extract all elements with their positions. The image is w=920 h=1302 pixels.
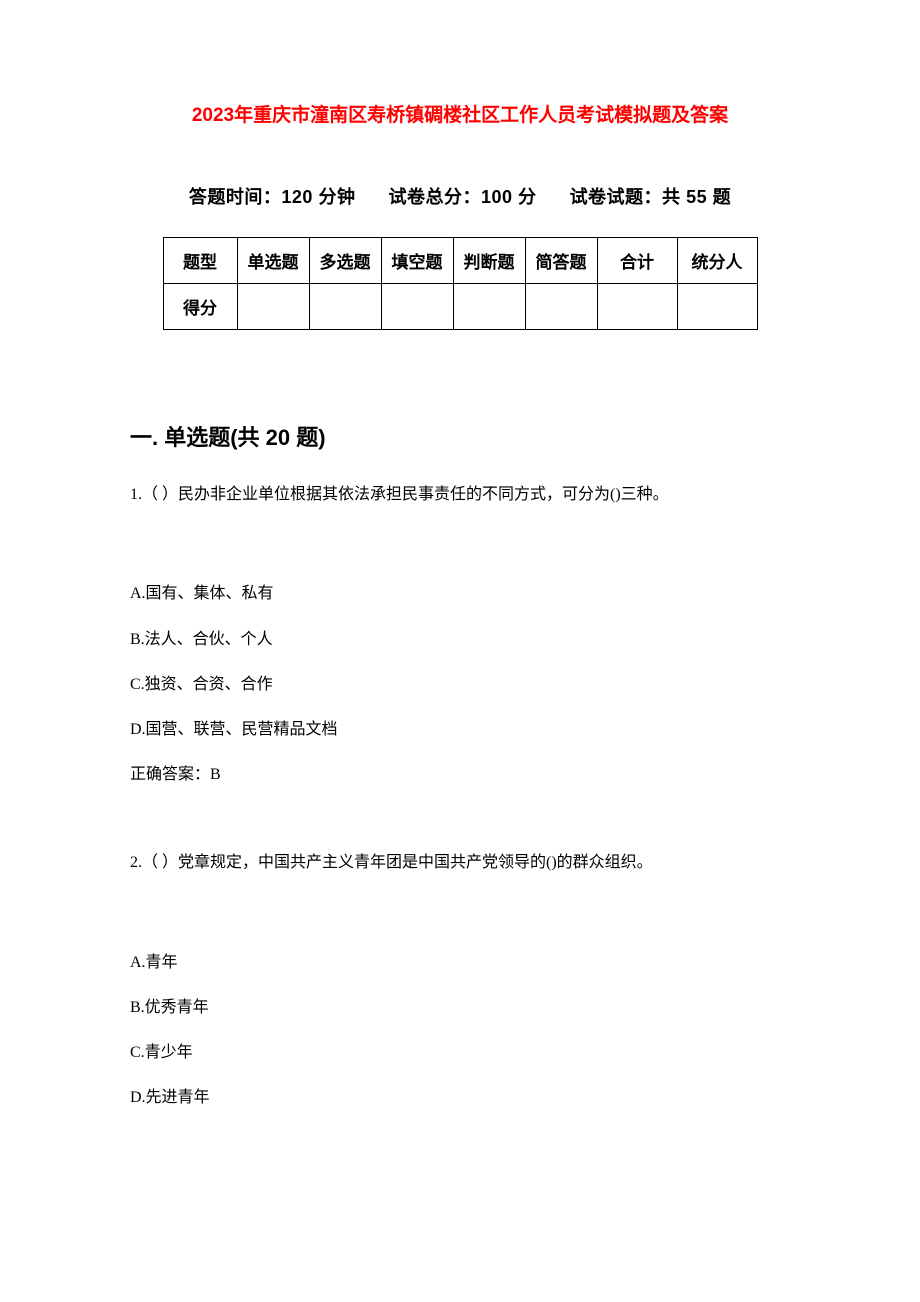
score-value-row: 得分 xyxy=(163,284,757,330)
option-d: D.先进青年 xyxy=(130,1084,790,1111)
score-col-short: 简答题 xyxy=(525,238,597,284)
meta-count-label: 试卷试题：共 xyxy=(570,187,681,207)
document-title: 2023年重庆市潼南区寿桥镇碉楼社区工作人员考试模拟题及答案 xyxy=(130,100,790,127)
correct-answer: 正确答案：B xyxy=(130,761,790,788)
question-stem: 2.（ ）党章规定，中国共产主义青年团是中国共产党领导的()的群众组织。 xyxy=(130,848,790,878)
score-table: 题型 单选题 多选题 填空题 判断题 简答题 合计 统分人 得分 xyxy=(163,237,758,330)
exam-meta: 答题时间：120 分钟 试卷总分：100 分 试卷试题：共 55 题 xyxy=(130,183,790,209)
score-col-total: 合计 xyxy=(597,238,677,284)
score-col-scorer: 统分人 xyxy=(677,238,757,284)
question-stem: 1.（ ）民办非企业单位根据其依法承担民事责任的不同方式，可分为()三种。 xyxy=(130,480,790,510)
option-c: C.青少年 xyxy=(130,1039,790,1066)
score-row-label: 得分 xyxy=(163,284,237,330)
score-cell xyxy=(453,284,525,330)
spacer xyxy=(130,909,790,949)
score-cell xyxy=(677,284,757,330)
score-col-type: 题型 xyxy=(163,238,237,284)
score-cell xyxy=(237,284,309,330)
meta-total-label: 试卷总分： xyxy=(388,187,481,207)
exam-page: 2023年重庆市潼南区寿桥镇碉楼社区工作人员考试模拟题及答案 答题时间：120 … xyxy=(0,0,920,1302)
meta-total-value: 100 分 xyxy=(481,187,537,207)
score-col-judge: 判断题 xyxy=(453,238,525,284)
title-year: 2023 xyxy=(192,105,234,126)
section-heading: 一. 单选题(共 20 题) xyxy=(130,420,790,452)
title-text: 年重庆市潼南区寿桥镇碉楼社区工作人员考试模拟题及答案 xyxy=(234,105,728,126)
option-a: A.青年 xyxy=(130,949,790,976)
spacer xyxy=(130,540,790,580)
score-col-fill: 填空题 xyxy=(381,238,453,284)
score-header-row: 题型 单选题 多选题 填空题 判断题 简答题 合计 统分人 xyxy=(163,238,757,284)
option-d: D.国营、联营、民营精品文档 xyxy=(130,716,790,743)
score-col-multi: 多选题 xyxy=(309,238,381,284)
score-col-single: 单选题 xyxy=(237,238,309,284)
score-cell xyxy=(525,284,597,330)
meta-time-value: 120 分钟 xyxy=(281,187,355,207)
score-cell xyxy=(309,284,381,330)
meta-time-label: 答题时间： xyxy=(189,187,282,207)
option-c: C.独资、合资、合作 xyxy=(130,671,790,698)
score-cell xyxy=(381,284,453,330)
option-a: A.国有、集体、私有 xyxy=(130,580,790,607)
score-cell xyxy=(597,284,677,330)
option-b: B.优秀青年 xyxy=(130,994,790,1021)
option-b: B.法人、合伙、个人 xyxy=(130,626,790,653)
meta-count-value: 55 题 xyxy=(681,187,732,207)
